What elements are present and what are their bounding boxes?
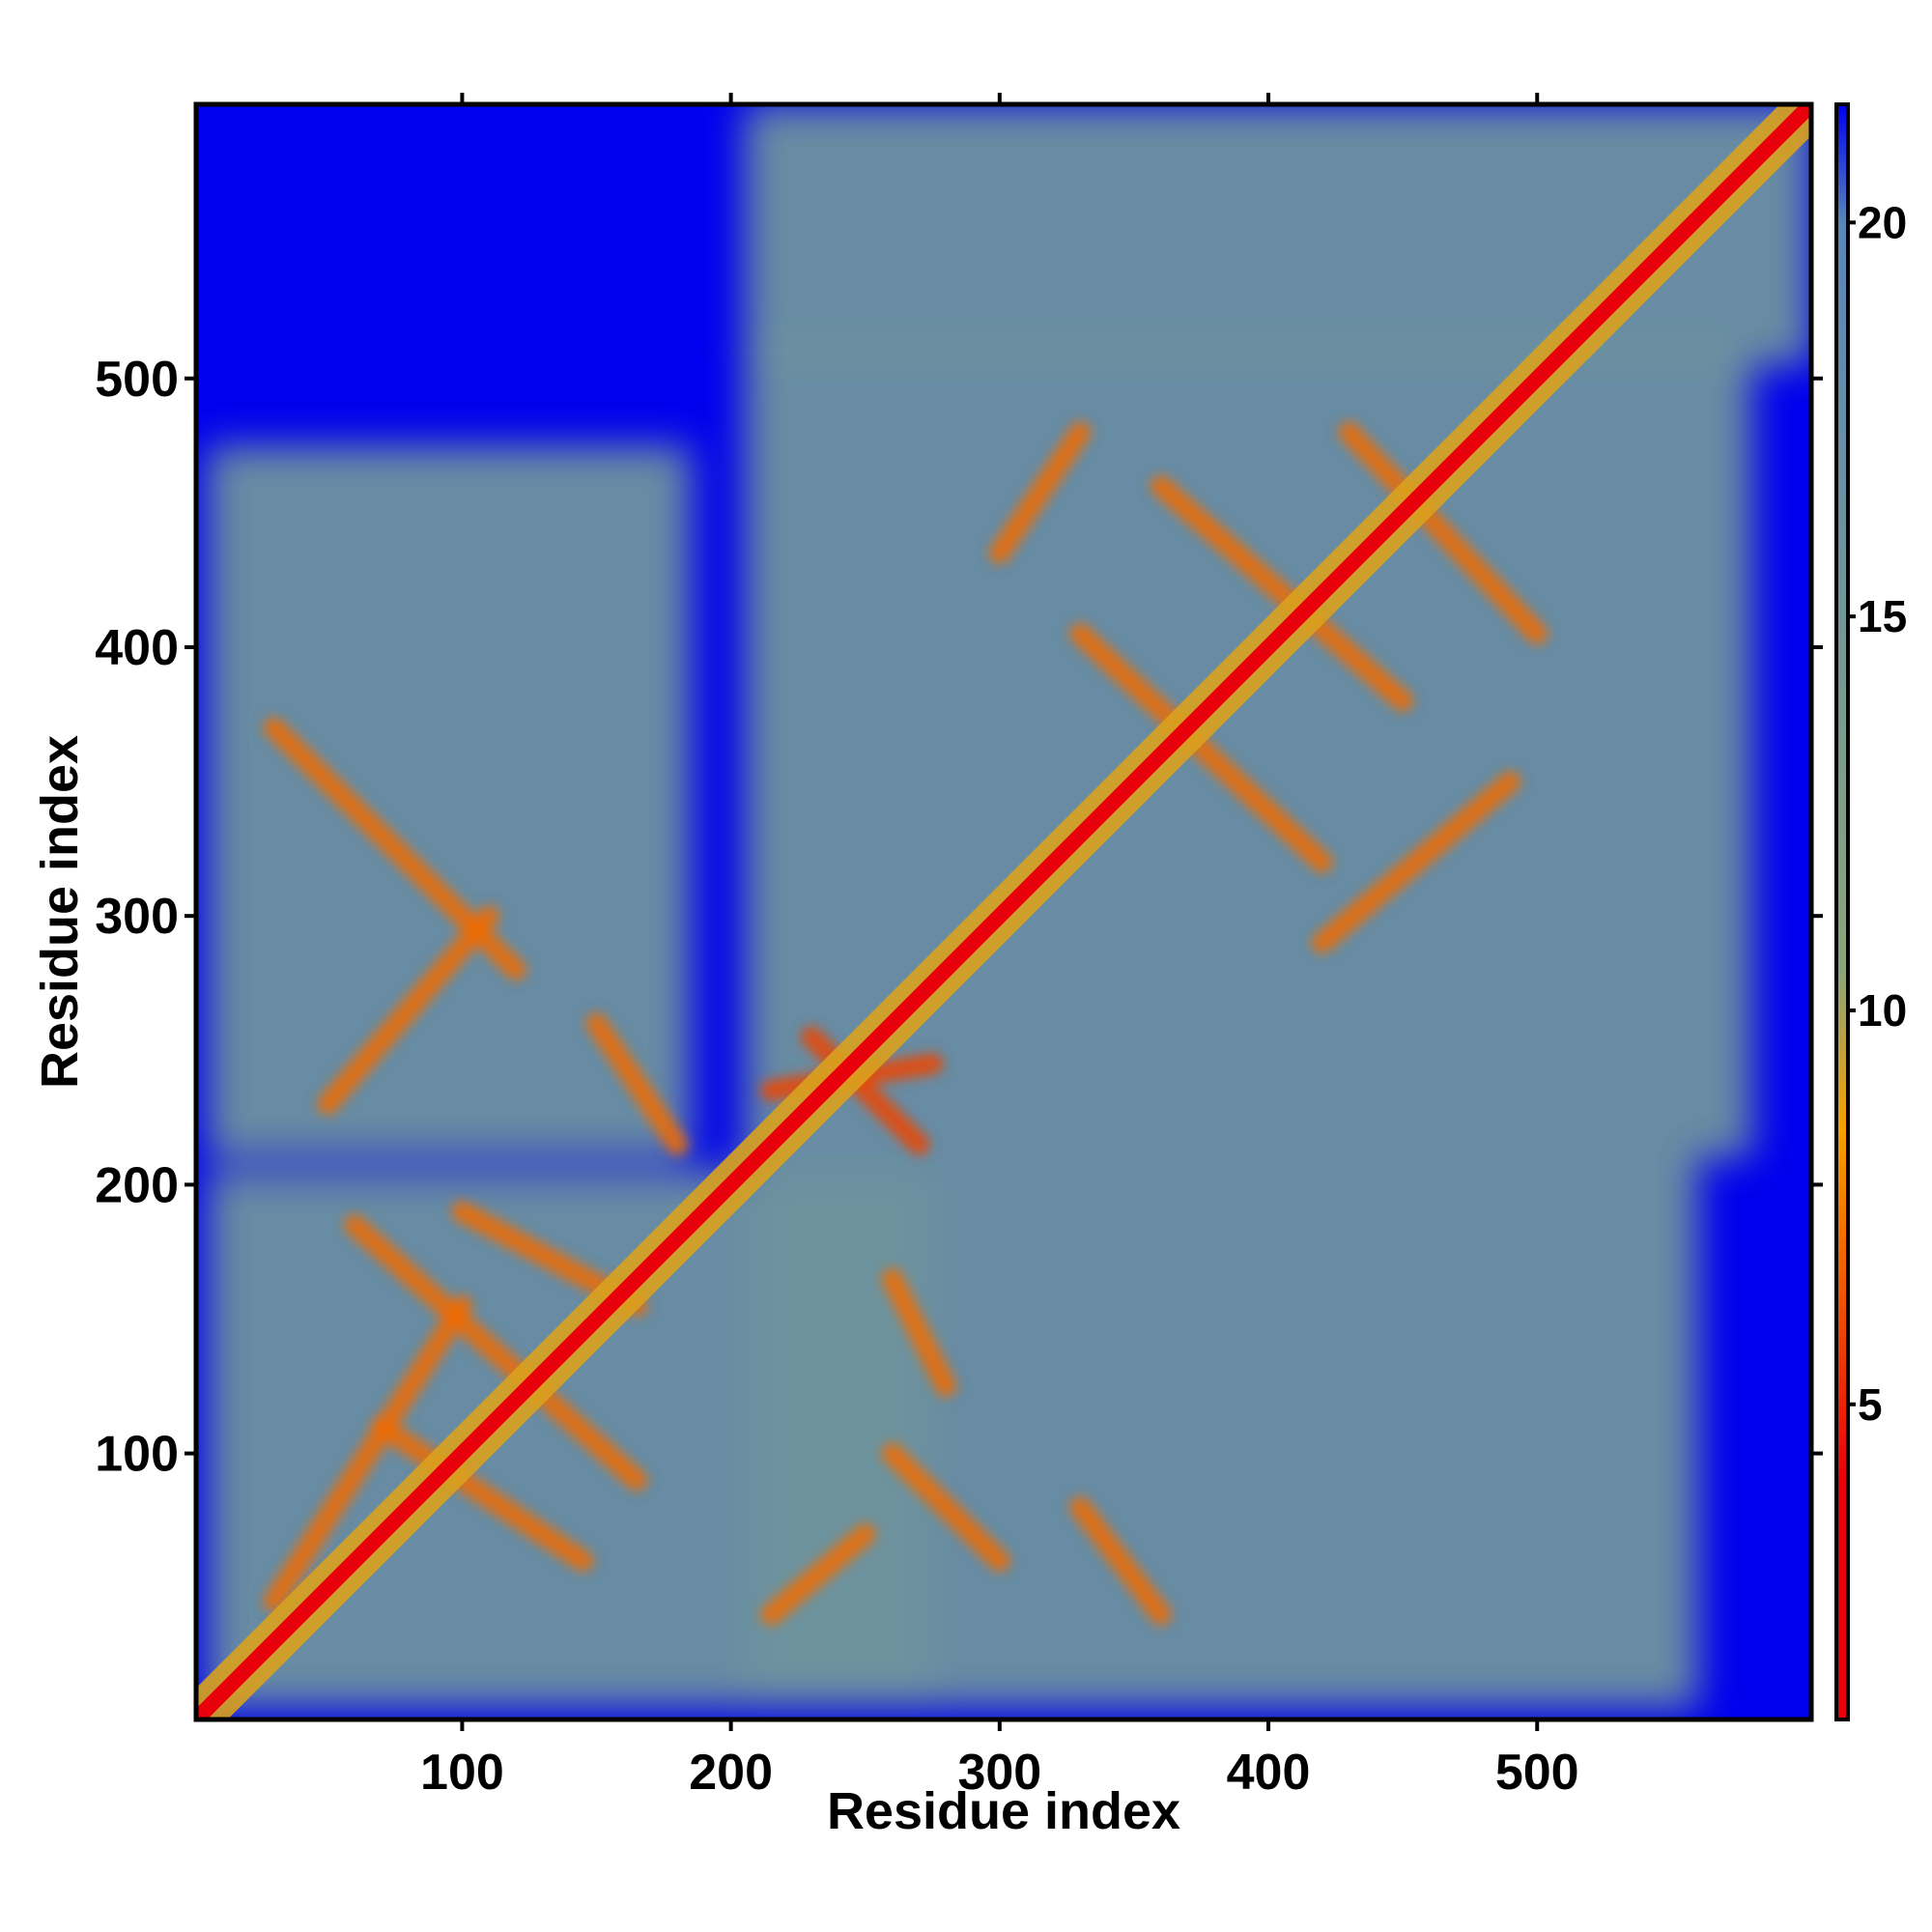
contact-band-8 <box>1069 623 1333 873</box>
contact-band-13 <box>317 905 500 1115</box>
colorbar-tick-label: 5 <box>1858 1379 1883 1430</box>
colorbar-tick-label: 20 <box>1858 197 1907 247</box>
x-tick-label: 200 <box>689 1745 773 1801</box>
diagonal-contacts <box>196 104 1811 1719</box>
y-axis-title: Residue index <box>31 735 89 1089</box>
y-tick-label: 100 <box>95 1427 179 1483</box>
diagonal-line <box>196 104 1811 1719</box>
x-axis-title: Residue index <box>827 1782 1180 1840</box>
contact-band-11 <box>1311 771 1521 953</box>
colorbar-tick-label: 15 <box>1858 591 1907 641</box>
heatmap-plot-area <box>196 104 1811 1719</box>
colorbar-ticks: 5 10 15 20 <box>1848 197 1907 1430</box>
x-tick-label: 100 <box>420 1745 504 1801</box>
colorbar-tick-label: 10 <box>1858 985 1907 1036</box>
contact-band-15 <box>760 1523 876 1626</box>
contact-band-16 <box>881 1442 1010 1572</box>
contact-band-17 <box>1069 1496 1172 1626</box>
contact-band-7 <box>988 421 1092 564</box>
contact-bands <box>263 421 1548 1626</box>
contact-band-14 <box>585 1012 688 1155</box>
domain-block-5 <box>744 104 1811 365</box>
contact-band-4 <box>370 1415 594 1572</box>
contact-band-1 <box>344 1214 648 1492</box>
domain-block-2 <box>744 1157 1699 1709</box>
y-tick-label: 500 <box>95 352 179 408</box>
y-tick-label: 400 <box>95 620 179 676</box>
y-tick-label: 300 <box>95 889 179 945</box>
contact-band-18 <box>881 1267 957 1398</box>
plot-frame <box>193 101 1814 1722</box>
colorbar-gradient <box>1834 102 1850 1721</box>
y-axis-ticks: 100 200 300 400 500 <box>95 352 1823 1483</box>
contact-band-9 <box>1150 475 1414 712</box>
y-tick-label: 200 <box>95 1157 179 1213</box>
contact-band-10 <box>1338 421 1548 645</box>
x-tick-label: 300 <box>957 1745 1041 1801</box>
x-tick-label: 400 <box>1227 1745 1311 1801</box>
colorbar: 5 10 15 20 <box>1834 102 1907 1721</box>
x-tick-label: 500 <box>1495 1745 1579 1801</box>
contact-band-2 <box>263 1294 473 1612</box>
x-axis-ticks: 100 200 300 400 500 <box>420 93 1579 1801</box>
